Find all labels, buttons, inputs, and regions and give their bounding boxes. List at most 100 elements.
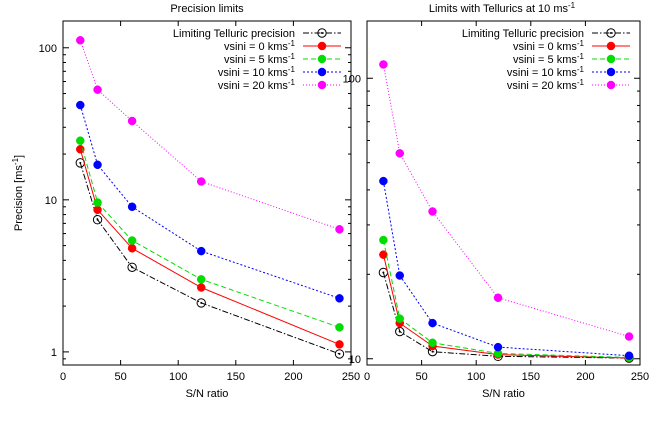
x-tick-label: 200 bbox=[284, 371, 302, 383]
data-point bbox=[196, 177, 206, 186]
series-3 bbox=[76, 136, 344, 332]
legend-marker bbox=[317, 80, 327, 90]
x-tick-label: 200 bbox=[576, 371, 594, 383]
legend-label: vsini = 0 kms-1 bbox=[513, 39, 585, 54]
legend-marker bbox=[317, 54, 327, 64]
series-line bbox=[382, 64, 630, 337]
data-point-center bbox=[131, 266, 134, 269]
y-tick-label: 10 bbox=[45, 195, 57, 207]
data-point-center bbox=[398, 330, 401, 333]
legend-marker bbox=[317, 41, 327, 51]
legend-marker-center bbox=[321, 32, 323, 34]
data-point-center bbox=[338, 352, 341, 355]
data-point bbox=[379, 235, 388, 245]
data-point-center bbox=[200, 301, 203, 304]
legend-entry: Limiting Telluric precision bbox=[462, 28, 630, 40]
legend-marker bbox=[317, 67, 327, 77]
y-tick-label: 100 bbox=[343, 73, 361, 85]
legend-entry: vsini = 0 kms-1 bbox=[513, 39, 630, 54]
data-point bbox=[196, 246, 206, 256]
legend-entry: vsini = 5 kms-1 bbox=[513, 52, 630, 67]
data-point bbox=[93, 85, 102, 94]
series-2 bbox=[379, 250, 634, 363]
legend-label: vsini = 20 kms-1 bbox=[218, 78, 296, 93]
legend-marker-center bbox=[610, 32, 612, 34]
legend-marker bbox=[606, 80, 616, 90]
legend-entry: vsini = 5 kms-1 bbox=[224, 52, 341, 66]
data-point bbox=[379, 176, 388, 186]
x-tick-label: 250 bbox=[631, 371, 649, 383]
legend-label: Limiting Telluric precision bbox=[173, 28, 295, 40]
data-point bbox=[93, 160, 102, 170]
plot-frame bbox=[62, 20, 352, 366]
legend-marker bbox=[606, 41, 616, 51]
data-point bbox=[127, 116, 137, 126]
x-tick-label: 50 bbox=[114, 371, 126, 383]
data-point bbox=[92, 215, 103, 225]
legend-entry: vsini = 20 kms-1 bbox=[507, 78, 630, 93]
y-tick-label: 1 bbox=[51, 347, 57, 359]
data-point bbox=[335, 340, 344, 349]
legend-label: vsini = 20 kms-1 bbox=[507, 78, 585, 93]
data-point-center bbox=[79, 161, 82, 164]
data-point bbox=[127, 202, 137, 212]
chart-title: Limits with Tellurics at 10 ms-1 bbox=[429, 1, 576, 16]
series-1 bbox=[378, 267, 634, 363]
data-point bbox=[93, 198, 102, 207]
legend-marker bbox=[606, 67, 616, 77]
data-point bbox=[335, 294, 344, 303]
x-axis-label: S/N ratio bbox=[186, 388, 229, 400]
data-point bbox=[196, 298, 206, 308]
data-point bbox=[76, 36, 85, 45]
data-point bbox=[428, 338, 437, 348]
series-4 bbox=[379, 176, 634, 360]
panel-2: Limits with Tellurics at 10 ms-1 0 50 100 15… bbox=[343, 1, 650, 401]
series-line bbox=[382, 181, 630, 357]
data-point bbox=[127, 244, 137, 253]
data-point bbox=[93, 205, 102, 215]
legend-entry: Limiting Telluric precision bbox=[173, 28, 341, 40]
x-tick-label: 150 bbox=[522, 371, 540, 383]
data-point-center bbox=[96, 218, 99, 221]
data-point bbox=[493, 342, 503, 352]
data-point bbox=[493, 293, 503, 302]
x-tick-label: 150 bbox=[227, 371, 245, 383]
y-axis-label: Precision [ms-1] bbox=[11, 155, 26, 231]
legend-label: Limiting Telluric precision bbox=[462, 28, 584, 40]
data-point bbox=[76, 145, 85, 154]
data-point bbox=[127, 236, 137, 245]
data-point bbox=[196, 275, 206, 284]
data-point bbox=[196, 283, 206, 292]
legend-label: vsini = 5 kms-1 bbox=[513, 52, 585, 67]
data-point bbox=[379, 250, 388, 259]
series-5 bbox=[379, 60, 634, 341]
x-tick-label: 0 bbox=[60, 371, 66, 383]
series-line bbox=[382, 254, 630, 359]
x-tick-label: 250 bbox=[342, 371, 360, 383]
series-2 bbox=[76, 145, 344, 349]
legend-label: vsini = 10 kms-1 bbox=[218, 65, 296, 80]
series-line bbox=[382, 239, 630, 358]
data-point bbox=[335, 323, 344, 332]
data-point bbox=[395, 271, 405, 280]
legend-label: vsini = 0 kms-1 bbox=[224, 39, 296, 54]
chart-title: Precision limits bbox=[170, 3, 244, 15]
legend-entry: vsini = 0 kms-1 bbox=[224, 39, 341, 54]
y-tick-label: 10 bbox=[349, 354, 361, 366]
series-4 bbox=[76, 100, 344, 303]
data-point bbox=[76, 136, 85, 145]
x-tick-label: 100 bbox=[169, 371, 187, 383]
series-line bbox=[79, 149, 340, 345]
data-point bbox=[127, 262, 137, 273]
plot-frame bbox=[366, 20, 641, 366]
series-1 bbox=[75, 158, 345, 359]
legend-marker bbox=[317, 28, 327, 38]
data-point bbox=[395, 314, 405, 323]
data-point bbox=[624, 351, 634, 360]
data-point bbox=[395, 149, 405, 158]
x-tick-label: 50 bbox=[415, 371, 427, 383]
legend-marker bbox=[606, 54, 616, 64]
